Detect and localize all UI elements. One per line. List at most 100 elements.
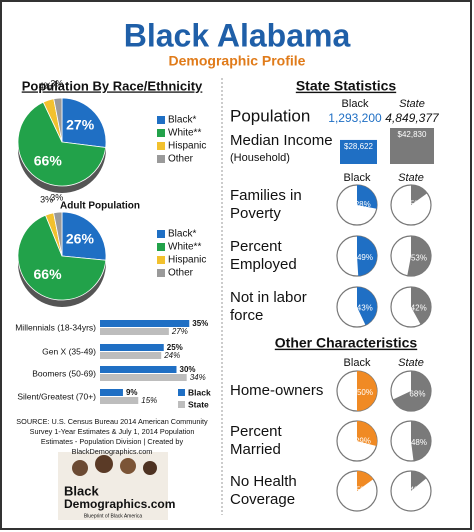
circle-value: 68% xyxy=(409,390,425,399)
bar-value: 25% xyxy=(167,343,183,352)
legend-label: Other xyxy=(168,268,194,279)
legend-label: Other xyxy=(168,154,194,165)
legend-swatch xyxy=(157,129,165,137)
circle-wedge xyxy=(357,236,378,276)
slice-label: 66% xyxy=(34,266,63,282)
section-title: Population By Race/Ethnicity xyxy=(22,78,203,93)
row-label: Population xyxy=(230,106,310,125)
bar-value: 24% xyxy=(163,351,180,360)
circle-wedge xyxy=(411,471,427,491)
pie-slice xyxy=(53,97,63,143)
circle-wedge xyxy=(392,371,432,412)
bar xyxy=(100,374,187,381)
logo-text: Black xyxy=(64,483,99,498)
row-label: Families in xyxy=(230,187,302,204)
section-title: Other Characteristics xyxy=(275,335,418,351)
circle-wedge xyxy=(357,371,377,411)
legend-label: White** xyxy=(168,242,201,253)
legend-swatch xyxy=(178,401,185,408)
circle-value: 43% xyxy=(357,303,373,312)
bar-category: Gen X (35-49) xyxy=(42,346,96,356)
bar xyxy=(100,320,190,327)
legend-swatch xyxy=(157,142,165,150)
bar xyxy=(100,366,177,373)
legend-label: State xyxy=(188,399,209,409)
column-header: State xyxy=(398,357,424,369)
bar-category: Silent/Greatest (70+) xyxy=(17,391,96,401)
legend-swatch xyxy=(157,230,165,238)
slice-label: 26% xyxy=(66,230,95,246)
income-value: $28,622 xyxy=(344,142,373,151)
bar xyxy=(100,389,123,396)
circle-value: 29% xyxy=(355,436,371,445)
legend-swatch xyxy=(178,389,185,396)
circle-value: 50% xyxy=(357,388,373,397)
row-label: No Health xyxy=(230,473,297,490)
pie-slice xyxy=(53,211,63,257)
circle-wedge xyxy=(357,471,374,491)
slice-label: 4% xyxy=(39,81,52,91)
logo-tagline: Blueprint of Black America xyxy=(84,513,143,519)
legend-swatch xyxy=(157,155,165,163)
slice-label: 3% xyxy=(50,79,63,89)
bar-category: Boomers (50-69) xyxy=(32,368,96,378)
income-bar xyxy=(340,139,377,164)
bar-value: 15% xyxy=(141,396,157,405)
legend-swatch xyxy=(157,256,165,264)
logo-text: Demographics.com xyxy=(64,497,175,511)
row-label: Employed xyxy=(230,256,297,273)
bar-value: 27% xyxy=(171,327,188,336)
slice-label: 3% xyxy=(50,193,63,203)
pie-slice xyxy=(17,214,107,301)
circle-wedge xyxy=(407,236,431,276)
bar xyxy=(100,397,139,404)
row-label: Home-owners xyxy=(230,382,323,399)
bar xyxy=(100,344,164,351)
bar-value: 30% xyxy=(180,365,196,374)
section-title: State Statistics xyxy=(296,78,397,94)
circle-wedge xyxy=(357,185,377,209)
legend-label: Hispanic xyxy=(168,141,206,152)
bar xyxy=(100,352,162,359)
pie-slice xyxy=(17,101,107,187)
slice-label: 66% xyxy=(34,152,63,168)
slice-label: 27% xyxy=(66,117,95,133)
income-value: $42,830 xyxy=(398,130,427,139)
circle-value: 28% xyxy=(355,200,371,209)
pie-slice xyxy=(61,211,107,261)
logo-figure xyxy=(95,455,113,473)
circle-value: 53% xyxy=(411,253,427,262)
row-label: force xyxy=(230,307,263,324)
column-header: State xyxy=(399,98,425,110)
row-label: Married xyxy=(230,441,281,458)
column-header: State xyxy=(398,172,424,184)
bar-value: 35% xyxy=(192,319,208,328)
legend-label: Hispanic xyxy=(168,255,206,266)
circle-value: 15% xyxy=(406,199,422,208)
circle-wedge xyxy=(411,185,428,205)
legend-swatch xyxy=(157,269,165,277)
bar-category: Millennials (18-34yrs) xyxy=(15,322,96,332)
circle-value: 14% xyxy=(405,485,421,494)
row-sublabel: (Household) xyxy=(230,152,290,164)
row-label: Median Income xyxy=(230,132,333,149)
title: Black Alabama xyxy=(124,17,351,53)
subtitle: Demographic Profile xyxy=(169,53,306,69)
circle-wedge xyxy=(357,421,377,446)
row-label: Percent xyxy=(230,423,283,440)
population-value: 4,849,377 xyxy=(385,111,440,125)
circle-value: 48% xyxy=(411,438,427,447)
circle-wedge xyxy=(357,287,377,326)
legend-label: White** xyxy=(168,128,201,139)
logo-figure xyxy=(143,461,157,475)
slice-label: 3% xyxy=(40,195,53,205)
source: SOURCE: U.S. Census Bureau 2014 American… xyxy=(16,417,208,456)
bar-value: 9% xyxy=(126,388,138,397)
row-label: Not in labor xyxy=(230,289,307,306)
bar xyxy=(100,328,169,335)
legend-label: Black* xyxy=(168,115,196,126)
legend-swatch xyxy=(157,243,165,251)
circle-value: 42% xyxy=(411,303,427,312)
income-bar xyxy=(390,128,434,164)
